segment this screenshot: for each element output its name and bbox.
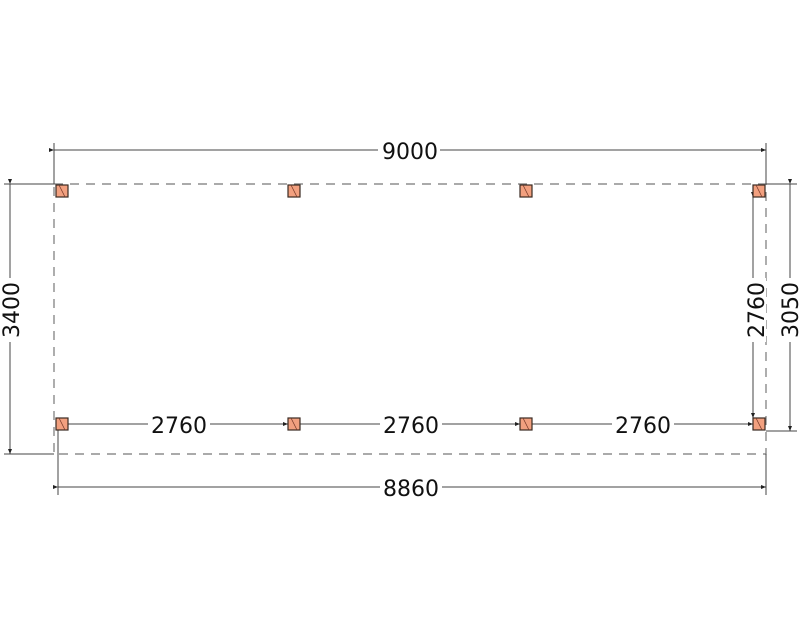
dim-span-2: 2760 — [383, 414, 439, 439]
dim-overall-width: 9000 — [382, 140, 438, 165]
dim-span-3: 2760 — [615, 414, 671, 439]
dimension-lines — [4, 143, 797, 495]
post — [752, 184, 766, 198]
dim-overall-depth: 3400 — [0, 282, 25, 338]
roof-outline — [53, 183, 767, 455]
dim-post-depth-inner: 2760 — [745, 282, 770, 338]
post — [519, 184, 533, 198]
posts — [55, 184, 766, 431]
dim-span-1: 2760 — [151, 414, 207, 439]
post — [519, 417, 533, 431]
dimension-labels: 9000 3400 3050 2760 2760 2760 2760 8860 — [0, 138, 800, 502]
dim-post-width: 8860 — [383, 477, 439, 502]
post — [752, 417, 766, 431]
post — [55, 417, 69, 431]
dim-post-depth-outer: 3050 — [779, 282, 800, 338]
post — [287, 417, 301, 431]
post — [287, 184, 301, 198]
post — [55, 184, 69, 198]
